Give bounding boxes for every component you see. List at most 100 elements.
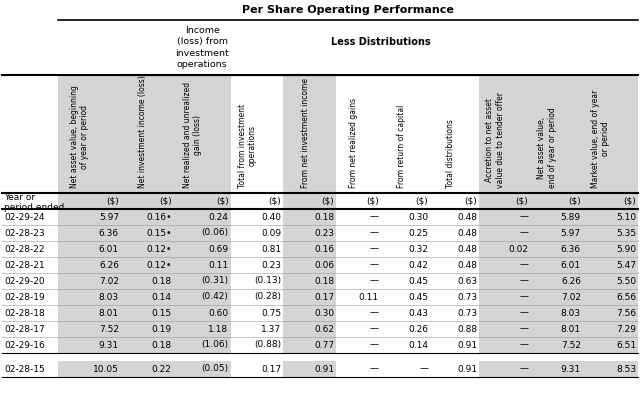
Text: 0.18: 0.18 [314,276,334,285]
Bar [230,225,284,241]
Text: 0.75: 0.75 [261,308,282,318]
Text: 0.69: 0.69 [209,245,228,253]
Bar [2,20,640,75]
Bar [173,305,230,321]
Text: 6.26: 6.26 [561,276,581,285]
Bar [430,321,479,337]
Text: 0.16•: 0.16• [146,212,172,222]
Bar [121,305,173,321]
Bar [336,361,381,377]
Bar [381,241,430,257]
Text: 1.37: 1.37 [261,324,282,334]
Text: 0.26: 0.26 [408,324,428,334]
Bar [284,321,336,337]
Text: 0.77: 0.77 [314,341,334,349]
Bar [2,361,58,377]
Bar [430,273,479,289]
Bar [284,289,336,305]
Bar [583,193,638,209]
Bar [381,289,430,305]
Text: 7.56: 7.56 [616,308,636,318]
Bar [336,193,381,209]
Bar [583,225,638,241]
Bar [230,209,284,225]
Text: 9.31: 9.31 [99,341,119,349]
Bar [173,289,230,305]
Bar [430,305,479,321]
Text: 0.32: 0.32 [408,245,428,253]
Bar [173,273,230,289]
Text: ($): ($) [106,196,119,206]
Bar [530,75,583,193]
Text: (0.88): (0.88) [254,341,282,349]
Text: ($): ($) [568,196,581,206]
Bar [530,193,583,209]
Text: 0.40: 0.40 [261,212,282,222]
Text: —: — [519,324,528,334]
Bar [336,305,381,321]
Text: Net asset value, beginning
of year or period: Net asset value, beginning of year or pe… [70,85,90,188]
Text: 0.17: 0.17 [314,293,334,301]
Text: 0.45: 0.45 [408,293,428,301]
Text: 0.48: 0.48 [457,260,477,270]
Text: 02-29-20: 02-29-20 [4,276,45,285]
Bar [479,225,530,241]
Bar [2,305,58,321]
Bar [173,337,230,353]
Text: 8.01: 8.01 [561,324,581,334]
Bar [173,225,230,241]
Bar [284,257,336,273]
Bar [530,273,583,289]
Text: —: — [370,308,379,318]
Text: (0.42): (0.42) [202,293,228,301]
Bar [58,257,121,273]
Bar [2,193,58,209]
Text: 0.11: 0.11 [209,260,228,270]
Bar [58,241,121,257]
Bar [583,209,638,225]
Text: 0.18: 0.18 [152,341,172,349]
Text: 0.73: 0.73 [457,293,477,301]
Bar [2,0,640,20]
Text: 0.12•: 0.12• [147,260,172,270]
Bar [583,321,638,337]
Text: —: — [519,293,528,301]
Bar [381,209,430,225]
Bar [583,289,638,305]
Bar [284,273,336,289]
Text: Accretion to net asset
value due to tender offer: Accretion to net asset value due to tend… [485,92,505,188]
Bar [479,337,530,353]
Text: (0.28): (0.28) [254,293,282,301]
Text: 0.23: 0.23 [314,229,334,237]
Bar [336,289,381,305]
Bar [381,225,430,241]
Text: 0.30: 0.30 [408,212,428,222]
Text: 0.24: 0.24 [209,212,228,222]
Text: 5.35: 5.35 [616,229,636,237]
Bar [58,321,121,337]
Bar [336,257,381,273]
Text: 0.43: 0.43 [408,308,428,318]
Text: 02-28-19: 02-28-19 [4,293,45,301]
Bar [530,305,583,321]
Bar [230,193,284,209]
Text: 1.18: 1.18 [209,324,228,334]
Text: —: — [370,245,379,253]
Text: —: — [519,276,528,285]
Text: 0.45: 0.45 [408,276,428,285]
Text: —: — [370,364,379,374]
Text: 7.29: 7.29 [616,324,636,334]
Text: 0.81: 0.81 [261,245,282,253]
Bar [336,273,381,289]
Text: 7.52: 7.52 [561,341,581,349]
Text: ($): ($) [159,196,172,206]
Bar [583,337,638,353]
Bar [530,289,583,305]
Text: —: — [370,276,379,285]
Bar [479,289,530,305]
Bar [173,193,230,209]
Text: 02-28-18: 02-28-18 [4,308,45,318]
Text: ($): ($) [623,196,636,206]
Bar [230,257,284,273]
Text: ($): ($) [216,196,228,206]
